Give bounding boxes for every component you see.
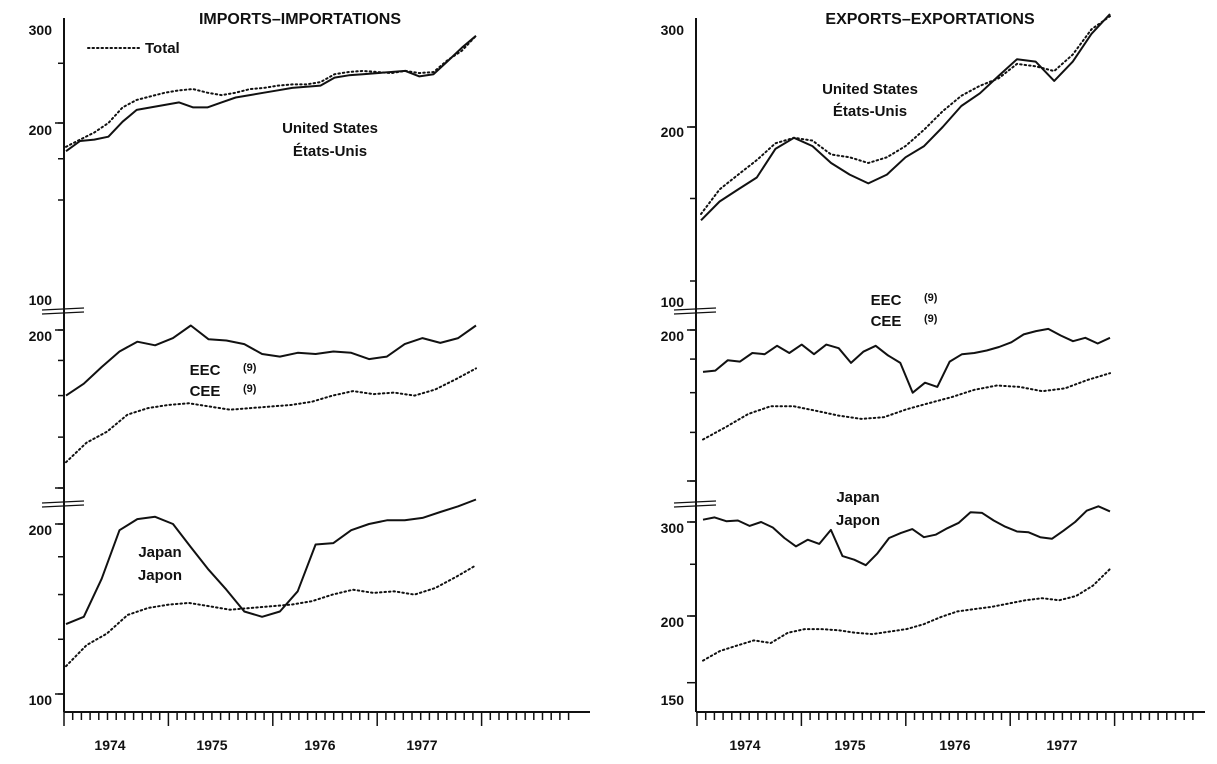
- panel-label: Japon: [138, 567, 182, 584]
- panel-label-superscript: (9): [243, 383, 257, 395]
- y-tick-label: 200: [661, 124, 685, 140]
- y-tick-label: 200: [29, 122, 53, 138]
- panel-label: Japan: [836, 489, 879, 506]
- series-line-dotted: [65, 367, 477, 464]
- y-tick-label: 100: [29, 292, 53, 308]
- series-line-dotted: [702, 568, 1111, 662]
- y-tick-label: 200: [661, 328, 685, 344]
- panel-label: EEC: [871, 292, 902, 309]
- y-tick-label: 200: [29, 328, 53, 344]
- series-line-dotted: [65, 564, 477, 668]
- panel-label-superscript: (9): [924, 313, 938, 325]
- imports-chart: IMPORTS–IMPORTATIONS 1974 1975 1976 1977 Tota…: [29, 11, 590, 753]
- y-tick-label: 150: [661, 692, 685, 708]
- chart-title: EXPORTS–EXPORTATIONS: [825, 11, 1035, 28]
- panel-label-superscript: (9): [243, 362, 257, 374]
- panel-label: États-Unis: [293, 143, 367, 160]
- x-tick-label: 1974: [729, 737, 760, 753]
- x-tick-label: 1977: [1046, 737, 1077, 753]
- x-tick-label: 1976: [939, 737, 970, 753]
- x-tick-label: 1977: [406, 737, 437, 753]
- series-line-dotted: [700, 15, 1111, 215]
- panel-label: EEC: [190, 362, 221, 379]
- y-tick-label: 200: [661, 614, 685, 630]
- series-line-solid: [702, 327, 1111, 394]
- x-tick-label: 1975: [196, 737, 227, 753]
- axis-break-mark: [41, 307, 85, 311]
- axis-break-mark: [673, 311, 717, 315]
- axis-break-mark: [673, 504, 717, 508]
- series-line-dotted: [65, 34, 477, 148]
- panel-label: CEE: [190, 383, 221, 400]
- panel-label: United States: [822, 81, 918, 98]
- panel-label: Japan: [138, 544, 181, 561]
- y-tick-label: 300: [29, 22, 53, 38]
- series-line-solid: [702, 505, 1111, 567]
- axis-break-mark: [41, 504, 85, 508]
- series-line-solid: [65, 498, 477, 626]
- panel-label: États-Unis: [833, 103, 907, 120]
- y-tick-label: 100: [29, 692, 53, 708]
- panel-label-superscript: (9): [924, 292, 938, 304]
- panel-label: CEE: [871, 313, 902, 330]
- axis-break-mark: [673, 500, 717, 504]
- legend-label-total: Total: [145, 40, 180, 57]
- x-tick-label: 1976: [304, 737, 335, 753]
- y-tick-label: 200: [29, 522, 53, 538]
- panel-label: Japon: [836, 512, 880, 529]
- axis-break-mark: [41, 311, 85, 315]
- axis-break-mark: [673, 307, 717, 311]
- x-tick-label: 1975: [834, 737, 865, 753]
- y-tick-label: 100: [661, 294, 685, 310]
- x-tick-label: 1974: [94, 737, 125, 753]
- chart-title: IMPORTS–IMPORTATIONS: [199, 11, 401, 28]
- panel-label: United States: [282, 120, 378, 137]
- axis-break-mark: [41, 500, 85, 504]
- y-tick-label: 300: [661, 22, 685, 38]
- series-line-dotted: [702, 372, 1111, 441]
- series-line-solid: [65, 35, 477, 153]
- y-tick-label: 300: [661, 520, 685, 536]
- exports-chart: EXPORTS–EXPORTATIONS 1974 1975 1976 1977 300 2…: [661, 11, 1205, 753]
- series-line-solid: [65, 324, 477, 397]
